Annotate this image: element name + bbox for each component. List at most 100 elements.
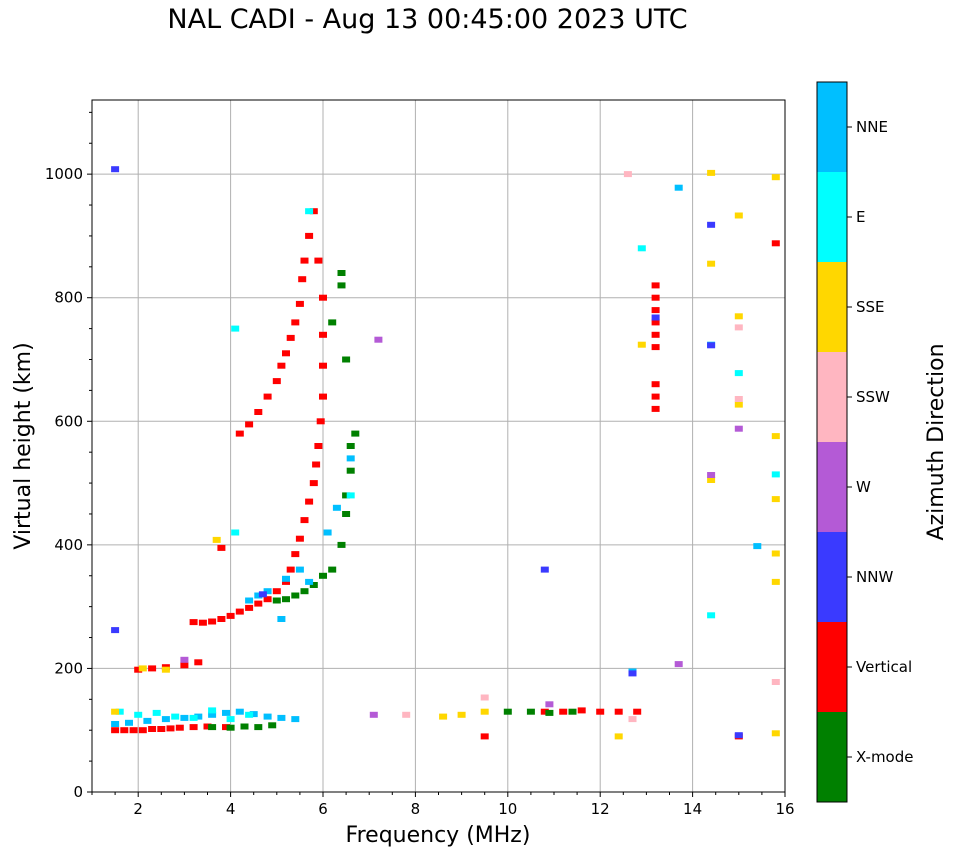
data-point-vertical: [111, 727, 120, 734]
colorbar-category-label: W: [856, 478, 871, 496]
data-point-vertical: [245, 604, 254, 611]
data-point-nne: [282, 575, 290, 582]
data-point-nnw: [707, 221, 716, 228]
data-point-e: [346, 492, 355, 499]
data-point-w: [707, 472, 716, 478]
data-point-vertical: [312, 461, 321, 468]
data-point-sse: [138, 665, 147, 672]
data-point-nne: [180, 714, 189, 721]
data-point-nne: [194, 713, 203, 720]
data-point-ssw: [734, 324, 743, 331]
data-point-xmode: [319, 572, 327, 579]
colorbar-swatch: [817, 82, 847, 172]
data-point-vertical: [559, 708, 568, 715]
data-point-nnw: [540, 566, 549, 573]
data-point-e: [231, 529, 240, 536]
data-point-xmode: [337, 270, 346, 276]
data-point-nne: [305, 578, 314, 585]
data-point-nne: [235, 708, 244, 715]
data-point-vertical: [309, 480, 318, 487]
colorbar-category-label: X-mode: [856, 748, 913, 766]
data-point-vertical: [651, 331, 660, 338]
data-point-e: [305, 208, 314, 215]
colorbar-swatch: [817, 352, 847, 442]
data-point-vertical: [319, 294, 327, 301]
data-point-vertical: [319, 362, 327, 369]
colorbar-label: Azimuth Direction: [924, 343, 949, 540]
data-point-nne: [143, 717, 152, 724]
data-point-e: [245, 711, 254, 718]
data-point-vertical: [319, 393, 327, 400]
data-point-nne: [295, 566, 304, 573]
data-point-vertical: [651, 319, 660, 326]
data-point-sse: [771, 496, 780, 503]
data-point-xmode: [568, 708, 577, 715]
data-point-sse: [771, 730, 780, 737]
data-point-vertical: [319, 331, 327, 338]
data-point-sse: [707, 260, 716, 267]
data-point-nne: [263, 713, 272, 720]
data-point-xmode: [351, 430, 360, 437]
colorbar-swatch: [817, 442, 847, 532]
data-point-vertical: [480, 733, 489, 740]
data-point-sse: [734, 401, 743, 408]
data-point-vertical: [180, 662, 189, 669]
data-point-nnw: [734, 732, 743, 739]
data-points: [111, 166, 780, 740]
data-point-vertical: [651, 307, 660, 314]
data-point-w: [734, 425, 743, 432]
axis-ticks: 2 4 6 8 10 12 14 16 0 200 400 600 800 1000: [45, 111, 795, 818]
data-point-vertical: [309, 208, 318, 215]
data-point-vertical: [577, 707, 586, 714]
data-point-xmode: [268, 722, 277, 729]
data-point-sse: [212, 536, 221, 543]
data-point-nnw: [111, 166, 120, 173]
data-point-nne: [277, 616, 286, 622]
data-point-vertical: [194, 659, 203, 666]
data-point-sse: [457, 711, 466, 718]
data-point-xmode: [240, 723, 249, 730]
data-point-vertical: [217, 544, 226, 551]
chart-title: NAL CADI - Aug 13 00:45:00 2023 UTC: [167, 4, 688, 35]
colorbar-category-label: NNE: [856, 118, 888, 136]
x-tick-label: 4: [226, 800, 236, 818]
data-point-vertical: [596, 708, 605, 715]
data-point-e: [208, 707, 217, 714]
data-point-e: [134, 711, 143, 718]
data-point-nne: [674, 184, 683, 191]
data-point-vertical: [235, 430, 244, 437]
data-point-vertical: [189, 724, 198, 731]
data-point-e: [152, 709, 161, 716]
colorbar-category-label: E: [856, 208, 865, 226]
data-point-ssw: [402, 711, 411, 718]
data-point-vertical: [175, 724, 184, 731]
data-point-vertical: [120, 727, 129, 734]
x-axis-label: Frequency (MHz): [346, 823, 531, 848]
data-point-vertical: [771, 240, 780, 247]
data-point-vertical: [540, 708, 549, 715]
data-point-xmode: [254, 724, 263, 731]
data-point-vertical: [272, 378, 281, 385]
data-point-vertical: [235, 608, 244, 615]
data-point-xmode: [503, 708, 512, 715]
colorbar-swatch: [817, 622, 847, 712]
data-point-e: [637, 245, 646, 252]
data-point-w: [180, 656, 189, 663]
data-point-vertical: [254, 409, 263, 415]
data-point-nne: [263, 588, 272, 595]
data-point-sse: [771, 550, 780, 557]
data-point-sse: [614, 733, 623, 740]
data-point-vertical: [148, 726, 157, 732]
colorbar-swatch: [817, 262, 847, 352]
data-point-nne: [222, 709, 230, 716]
data-point-xmode: [342, 511, 351, 517]
data-point-e: [707, 612, 716, 619]
data-point-vertical: [651, 405, 660, 412]
y-tick-label: 1000: [45, 165, 83, 183]
colorbar: X-mode Vertical NNW W SSW SSE E NNE: [816, 81, 913, 803]
data-point-vertical: [295, 300, 304, 307]
x-tick-label: 2: [133, 800, 143, 818]
data-point-vertical: [305, 498, 314, 505]
data-point-vertical: [134, 666, 143, 673]
